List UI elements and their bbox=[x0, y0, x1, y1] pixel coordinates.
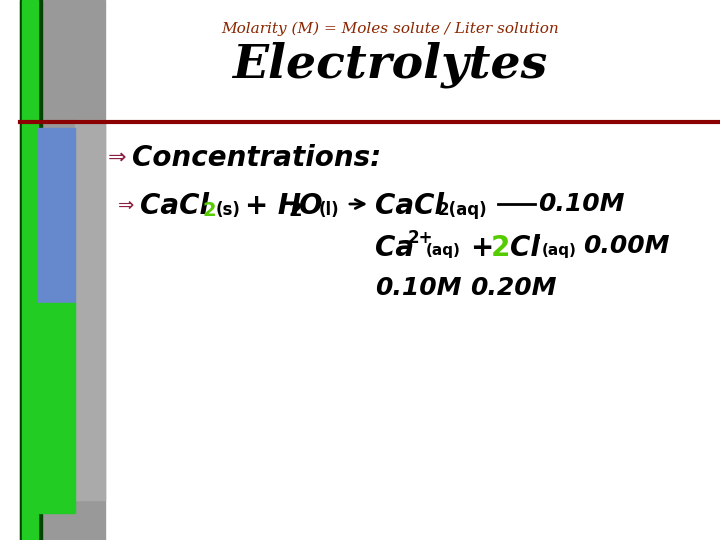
Text: (aq): (aq) bbox=[542, 243, 577, 258]
Text: O: O bbox=[299, 192, 323, 220]
Bar bbox=[38, 128, 75, 303]
Text: 2(aq): 2(aq) bbox=[438, 201, 487, 219]
Text: ⇒: ⇒ bbox=[118, 196, 135, 215]
Text: + H: + H bbox=[245, 192, 301, 220]
Bar bbox=[75, 120, 105, 500]
Bar bbox=[20, 0, 42, 540]
Text: 2: 2 bbox=[203, 201, 217, 220]
Text: CaCl: CaCl bbox=[375, 192, 444, 220]
Text: 0.20M: 0.20M bbox=[470, 276, 557, 300]
Text: Molarity (M) = Moles solute / Liter solution: Molarity (M) = Moles solute / Liter solu… bbox=[221, 22, 559, 36]
Text: Concentrations:: Concentrations: bbox=[132, 144, 382, 172]
Text: (aq): (aq) bbox=[426, 243, 461, 258]
Text: -: - bbox=[533, 229, 540, 247]
Text: 2: 2 bbox=[491, 234, 510, 262]
Text: CaCl: CaCl bbox=[140, 192, 209, 220]
Bar bbox=[38, 303, 75, 513]
Text: ⇒: ⇒ bbox=[108, 148, 127, 168]
Text: (s): (s) bbox=[216, 201, 241, 219]
Text: 0.00M: 0.00M bbox=[583, 234, 670, 258]
Bar bbox=[22, 0, 38, 540]
Text: 0.10M: 0.10M bbox=[538, 192, 624, 216]
Text: 2+: 2+ bbox=[408, 229, 433, 247]
Text: Cl: Cl bbox=[510, 234, 540, 262]
Text: (l): (l) bbox=[319, 201, 340, 219]
Text: 0.10M: 0.10M bbox=[375, 276, 462, 300]
Text: Electrolytes: Electrolytes bbox=[233, 42, 548, 89]
Text: Ca: Ca bbox=[375, 234, 414, 262]
Text: +: + bbox=[470, 234, 493, 262]
Text: 2: 2 bbox=[288, 201, 302, 220]
Bar bbox=[20, 0, 105, 540]
